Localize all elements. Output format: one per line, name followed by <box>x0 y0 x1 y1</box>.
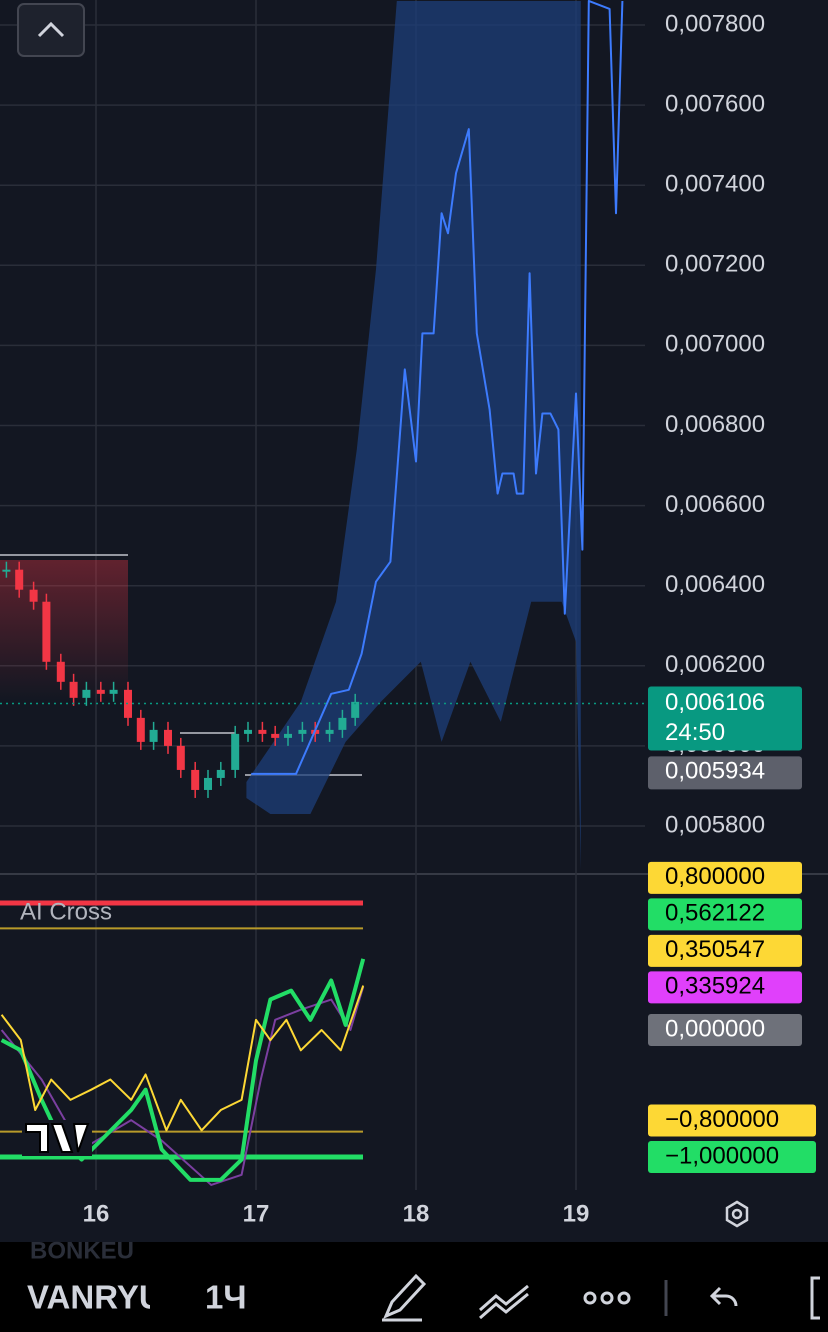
indicator-badge-label: −0,800000 <box>665 1106 779 1133</box>
y-tick-label: 0,007600 <box>665 90 765 117</box>
candle-body <box>69 681 78 698</box>
more-dot <box>617 1291 631 1305</box>
x-tick-label: 18 <box>403 1200 430 1227</box>
x-tick-label: 16 <box>83 1200 110 1227</box>
candle-body <box>149 729 158 742</box>
more-dot <box>600 1291 614 1305</box>
indicator-line <box>0 985 365 1132</box>
y-tick-label: 0,006200 <box>665 651 765 678</box>
candle-body <box>96 689 105 694</box>
toolbar <box>0 1242 828 1332</box>
indicator-badge <box>648 1014 802 1046</box>
x-tick-label: 19 <box>563 1200 590 1227</box>
collapse-button[interactable] <box>17 3 85 57</box>
candle-body <box>298 729 307 734</box>
draw-icon[interactable] <box>382 1273 427 1322</box>
fullscreen-icon[interactable] <box>810 1276 820 1320</box>
tv-logo <box>22 1120 92 1156</box>
y-tick-label: 0,005800 <box>665 811 765 838</box>
last-price-badge <box>648 686 802 751</box>
marker-price-badge <box>648 756 802 790</box>
indicator-badge <box>648 971 802 1004</box>
indicator-badge-label: 0,000000 <box>665 1015 765 1042</box>
candle-body <box>136 717 145 742</box>
forecast-line <box>251 0 624 775</box>
candle-body <box>2 569 11 572</box>
indicator-badge-label: 0,800000 <box>665 863 765 890</box>
last-price-label: 0,006106 <box>665 689 765 716</box>
indicator-badge <box>648 861 802 894</box>
settings-icon[interactable] <box>725 1200 749 1228</box>
candle-body <box>351 701 360 718</box>
indicator-badge <box>648 1104 816 1137</box>
candle-body <box>284 733 292 738</box>
indicator-badge <box>648 1141 816 1173</box>
watermark: BONKEU <box>30 1237 134 1264</box>
candle-body <box>231 733 240 770</box>
indicator-badge <box>648 898 802 931</box>
candle-body <box>325 729 334 734</box>
lines-icon[interactable] <box>479 1284 529 1320</box>
candle-body <box>42 601 51 662</box>
candle-body <box>82 689 91 698</box>
candle-body <box>29 589 38 602</box>
candle-body <box>271 733 280 738</box>
candle-body <box>164 729 172 746</box>
indicator-badge <box>648 934 802 967</box>
y-tick-label: 0,007200 <box>665 251 765 278</box>
more-dot[interactable] <box>583 1291 597 1305</box>
y-tick-label: 0,007800 <box>665 10 765 37</box>
y-tick-label: 0,007000 <box>665 331 765 358</box>
candle-body <box>216 769 225 778</box>
settings-icon-center <box>731 1208 743 1220</box>
y-tick-label: 0,006800 <box>665 411 765 438</box>
toolbar-icons <box>382 1273 820 1322</box>
candle-body <box>258 729 267 734</box>
x-tick-label: 17 <box>243 1200 270 1227</box>
symbol[interactable]: VANRYU <box>27 1279 163 1316</box>
candle-body <box>109 689 118 694</box>
y-tick-label: 0,006400 <box>665 571 765 598</box>
candle-body <box>338 717 347 730</box>
chevron-icon <box>37 21 65 38</box>
candle-body <box>191 769 200 790</box>
candle-body <box>15 569 24 590</box>
candle-body <box>204 777 212 790</box>
indicator-badge-label: 0,335924 <box>665 973 765 1000</box>
marker-price-label: 0,005934 <box>665 758 765 785</box>
candle-body <box>176 745 185 770</box>
indicator-badge-label: 0,562122 <box>665 900 765 927</box>
y-tick-label: 0,006600 <box>665 491 765 518</box>
interval[interactable]: 1Ч <box>205 1279 247 1316</box>
y-tick-label: 0,007400 <box>665 171 765 198</box>
indicator-badge-label: 0,350547 <box>665 936 765 963</box>
symbol-fade <box>150 1270 170 1320</box>
candle-body <box>244 729 252 734</box>
indicator-badge-label: −1,000000 <box>665 1142 779 1169</box>
indicator-title: AI Cross <box>20 898 112 925</box>
undo-icon[interactable] <box>709 1286 738 1307</box>
countdown: 24:50 <box>665 719 725 746</box>
candle-body <box>56 661 65 682</box>
